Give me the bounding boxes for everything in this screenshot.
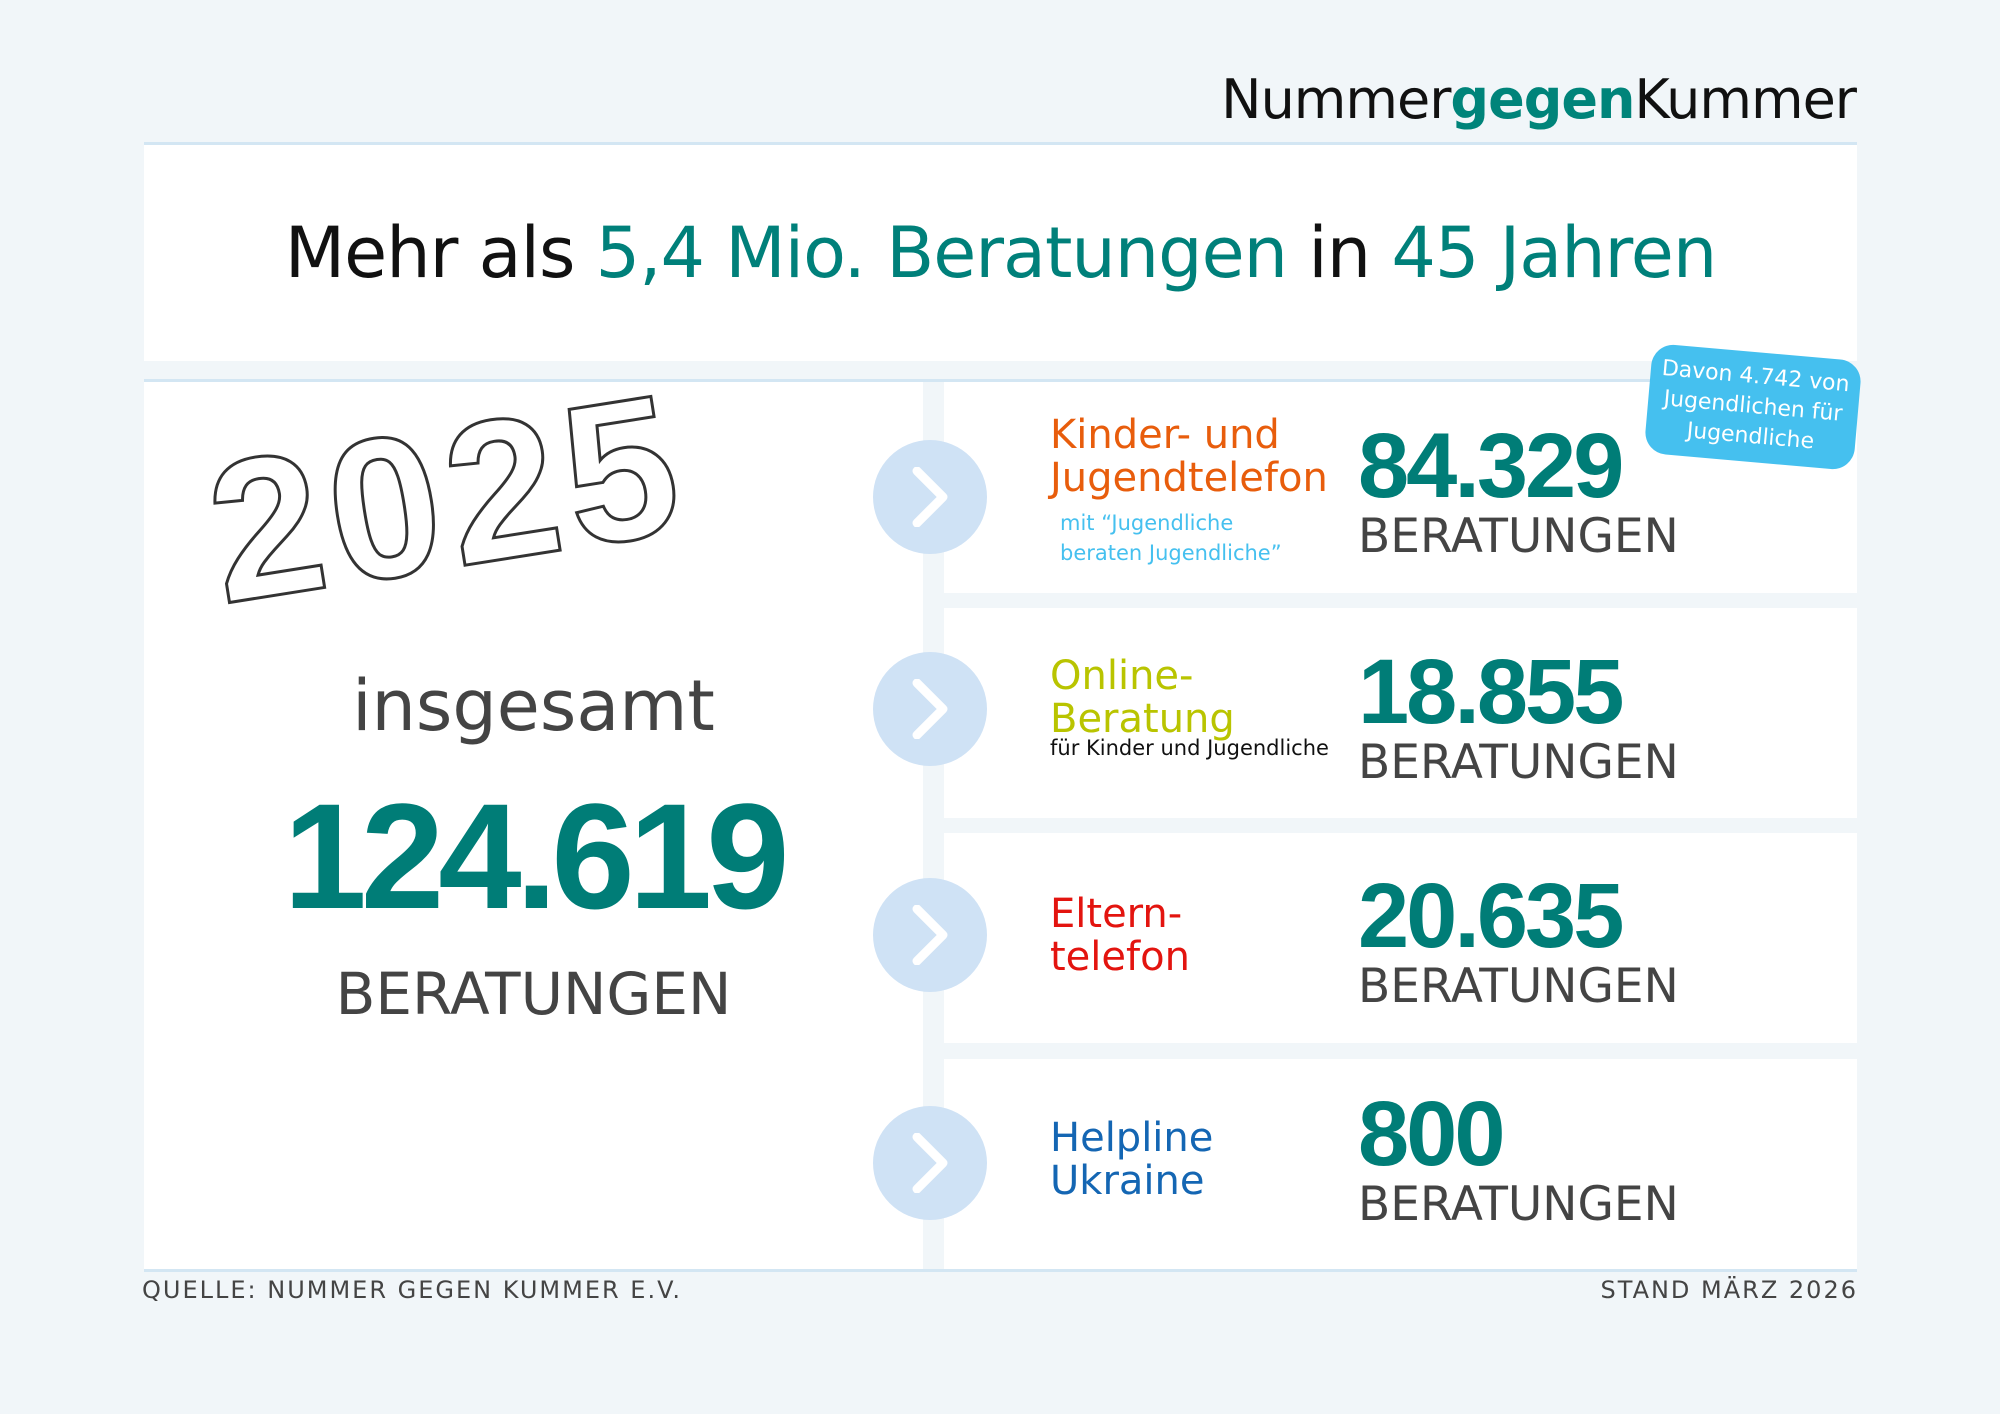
title-part: Mehr als (284, 212, 596, 294)
chevron-right-icon (873, 1106, 987, 1220)
date-note: STAND MÄRZ 2026 (1600, 1276, 1858, 1304)
label-line: telefon (1050, 934, 1190, 980)
label-line: Ukraine (1050, 1158, 1205, 1204)
total-label: insgesamt (352, 665, 715, 747)
divider (144, 1269, 1857, 1272)
logo-part: Nummer (1221, 68, 1451, 131)
label-sub: mit “Jugendliche (1060, 511, 1234, 535)
label-line: Kinder- und (1050, 412, 1280, 458)
label-line: Beratung (1050, 696, 1235, 742)
title-part: 5,4 Mio. Beratungen (595, 212, 1288, 294)
logo: NummergegenKummer (1221, 68, 1857, 131)
summary-panel (144, 382, 923, 1269)
service-label-helpline-ukraine: Helpline Ukraine (1050, 1117, 1213, 1203)
chevron-right-icon (873, 878, 987, 992)
service-value: 20.635 (1358, 865, 1624, 967)
service-label-online-beratung: Online- Beratung für Kinder und Jugendlic… (1050, 655, 1329, 763)
service-card (944, 833, 1857, 1043)
page-title: Mehr als 5,4 Mio. Beratungen in 45 Jahre… (284, 212, 1717, 294)
title-box: Mehr als 5,4 Mio. Beratungen in 45 Jahre… (144, 145, 1857, 361)
source-note: QUELLE: NUMMER GEGEN KUMMER E.V. (142, 1276, 683, 1304)
total-value: 124.619 (283, 772, 789, 940)
service-label-elterntelefon: Eltern-telefon (1050, 893, 1190, 979)
logo-part: gegen (1450, 68, 1635, 131)
title-part: in (1287, 212, 1392, 294)
service-value: 800 (1358, 1083, 1505, 1185)
label-sub: für Kinder und Jugendliche (1050, 736, 1329, 760)
chevron-right-icon (873, 440, 987, 554)
label-line: Jugendtelefon (1050, 455, 1328, 501)
jugendliche-badge: Davon 4.742 von Jugendlichen für Jugendlic… (1643, 343, 1863, 471)
divider (144, 142, 1857, 145)
service-unit: BERATUNGEN (1358, 509, 1679, 564)
total-unit: BERATUNGEN (335, 960, 732, 1028)
label-sub: beraten Jugendliche” (1060, 541, 1282, 565)
title-part: 45 Jahren (1391, 212, 1717, 294)
service-unit: BERATUNGEN (1358, 735, 1679, 790)
service-label-kinder-jugendtelefon: Kinder- und Jugendtelefon mit “Jugendlich… (1050, 414, 1328, 568)
chevron-right-icon (873, 652, 987, 766)
label-line: Online- (1050, 653, 1194, 699)
divider (144, 379, 1857, 382)
label-line: Eltern- (1050, 891, 1183, 937)
service-card (944, 1059, 1857, 1269)
logo-part: Kummer (1634, 68, 1857, 131)
service-unit: BERATUNGEN (1358, 1177, 1679, 1232)
service-value: 84.329 (1358, 415, 1624, 517)
service-card (944, 608, 1857, 818)
label-line: Helpline (1050, 1115, 1214, 1161)
service-unit: BERATUNGEN (1358, 959, 1679, 1014)
service-value: 18.855 (1358, 641, 1624, 743)
